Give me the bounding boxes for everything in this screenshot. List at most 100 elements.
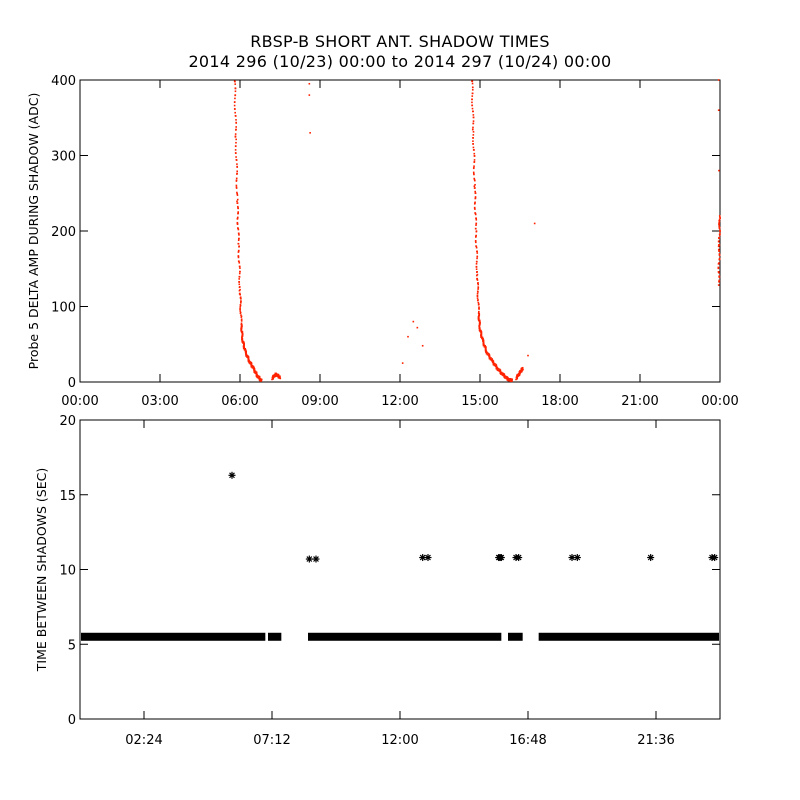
- data-point: [259, 379, 261, 382]
- data-point: [241, 338, 243, 341]
- data-point: [501, 372, 504, 375]
- data-point: [473, 177, 476, 180]
- data-point: [258, 377, 261, 380]
- data-point: [234, 115, 237, 117]
- data-point: [239, 270, 241, 273]
- data-point: [478, 324, 480, 327]
- data-point: [502, 374, 505, 376]
- data-point: [718, 225, 721, 228]
- data-point: [255, 371, 258, 373]
- data-point: [476, 279, 479, 281]
- data-point: [533, 222, 536, 225]
- data-point: [519, 369, 521, 372]
- series-band-5-5s: [81, 632, 719, 641]
- data-point: [718, 279, 721, 282]
- data-point: [489, 356, 491, 358]
- data-point: [718, 220, 721, 223]
- data-point: [719, 216, 721, 219]
- data-point: [240, 314, 242, 316]
- y-tick-label: 10: [59, 564, 76, 579]
- y-axis-label: TIME BETWEEN SHADOWS (SEC): [34, 468, 49, 673]
- data-point: [237, 239, 240, 242]
- x-tick-label: 02:24: [125, 733, 162, 748]
- data-point: [476, 290, 479, 293]
- data-point: [254, 370, 257, 373]
- y-axis-label: Probe 5 DELTA AMP DURING SHADOW (ADC): [26, 93, 41, 370]
- data-point: [486, 351, 488, 354]
- data-point: [475, 246, 478, 249]
- data-point: [241, 332, 244, 335]
- data-point: [478, 306, 480, 308]
- data-point: [235, 184, 238, 187]
- data-point: [235, 119, 237, 121]
- data-point: [488, 355, 491, 357]
- data-point: [235, 126, 237, 128]
- x-tick-label: 00:00: [61, 394, 98, 409]
- data-point: [235, 141, 237, 144]
- data-point: [471, 101, 473, 104]
- data-point: [718, 258, 721, 261]
- data-point: [237, 205, 239, 208]
- data-point: [475, 230, 478, 233]
- data-point: [482, 340, 485, 343]
- data-point: [234, 80, 236, 83]
- data-point: [277, 375, 280, 377]
- data-point: [718, 219, 720, 222]
- y-tick-label: 400: [51, 74, 76, 89]
- data-point: [246, 356, 248, 358]
- data-point: [474, 208, 476, 210]
- data-point: [236, 218, 239, 220]
- data-point: [255, 372, 258, 374]
- data-point: [509, 379, 512, 381]
- data-point: [243, 343, 245, 346]
- data-point: [240, 318, 243, 321]
- data-band: [508, 632, 523, 641]
- data-point: [510, 378, 512, 380]
- data-point: [243, 346, 246, 349]
- data-point: [260, 378, 263, 381]
- data-point: [236, 191, 238, 194]
- data-point: [278, 377, 280, 379]
- data-point: [491, 358, 493, 360]
- data-point: [515, 378, 517, 381]
- data-point: [717, 240, 720, 242]
- data-point: [472, 140, 474, 142]
- data-point: [239, 307, 241, 310]
- data-point: [239, 267, 241, 269]
- data-point: [235, 186, 238, 188]
- data-point: [240, 327, 242, 330]
- data-point: [235, 138, 237, 141]
- data-point: [483, 346, 486, 348]
- data-point: [238, 289, 241, 292]
- data-point: [237, 256, 240, 259]
- plot-frame: [79, 419, 721, 720]
- data-point: [248, 361, 250, 364]
- data-point: [477, 316, 480, 318]
- data-point: [424, 554, 432, 562]
- data-point: [474, 240, 477, 243]
- data-point: [234, 136, 237, 138]
- plot-frame: [79, 79, 721, 383]
- data-point: [248, 359, 250, 362]
- data-point: [477, 301, 480, 304]
- data-point: [495, 364, 498, 367]
- data-point: [236, 193, 238, 195]
- data-point: [475, 265, 478, 268]
- data-point: [475, 268, 478, 270]
- data-point: [480, 329, 482, 332]
- data-point: [235, 187, 238, 189]
- y-tick-label: 100: [51, 301, 76, 316]
- data-point: [241, 324, 243, 326]
- bottom-panel: 02:24 07:12 12:00 16:48 21:36 0 5 10 15 20 TIME BE…: [34, 414, 721, 748]
- data-point: [718, 276, 721, 279]
- data-point: [480, 335, 483, 337]
- data-point: [718, 253, 721, 255]
- data-point: [521, 367, 524, 370]
- data-point: [238, 261, 241, 264]
- data-point: [236, 216, 239, 219]
- data-point: [472, 131, 475, 133]
- data-point: [235, 129, 237, 131]
- data-point: [497, 554, 505, 562]
- data-point: [279, 377, 282, 380]
- data-point: [247, 355, 249, 357]
